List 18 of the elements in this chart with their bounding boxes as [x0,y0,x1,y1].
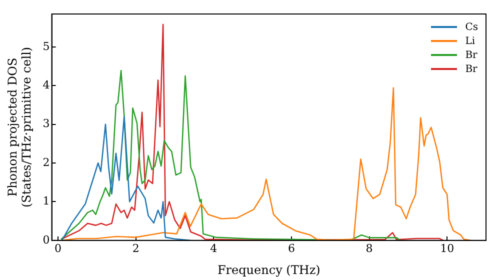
legend-label: Li [465,36,476,46]
x-tick-label: 0 [54,242,62,255]
x-tick-label: 10 [440,242,454,255]
y-tick-label: 3 [42,117,50,130]
legend-label: Cs [465,22,478,32]
x-tick-label: 6 [288,242,295,255]
y-tick-label: 0 [42,233,50,246]
x-axis-title: Frequency (THz) [217,262,320,277]
y-tick-label: 5 [42,40,50,53]
x-tick-label: 4 [210,242,218,255]
y-axis-title: Phonon projected DOS (States/THz·primitive cell) [5,46,34,208]
x-tick-label: 2 [132,242,140,255]
y-tick-label: 2 [42,156,50,169]
y-tick-label: 1 [42,194,50,208]
x-tick-label: 8 [366,242,373,255]
legend-label: Br [465,64,478,74]
legend-label: Br [465,50,478,60]
y-tick-label: 4 [42,78,50,92]
